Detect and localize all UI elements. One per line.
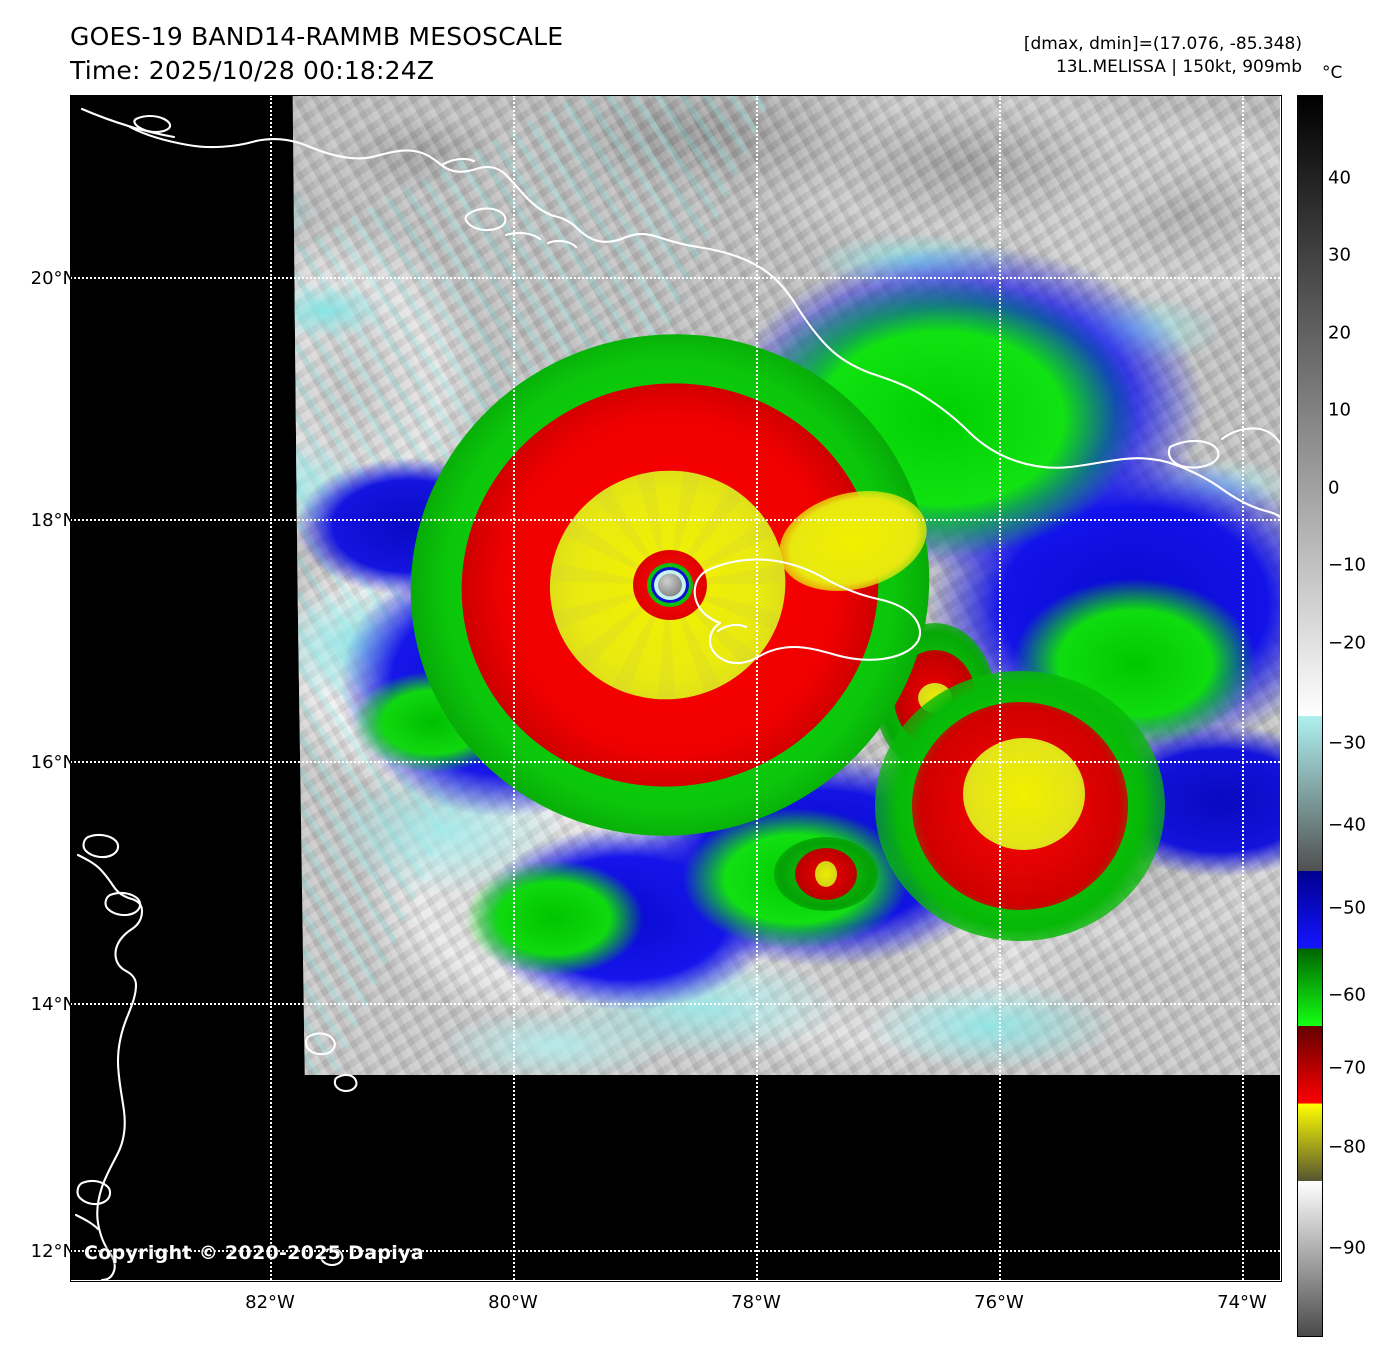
gridline-lon-74 [1242, 95, 1244, 1280]
cbar-tick-0: 0 [1328, 477, 1340, 499]
gridline-lat-18 [70, 519, 1280, 521]
cuba-north-coast [80, 107, 176, 139]
coast-inlet [74, 1213, 100, 1231]
temperature-colorbar [1297, 95, 1323, 1337]
cbar-tick-m70: −70 [1328, 1057, 1366, 1079]
metadata-block: [dmax, dmin]=(17.076, -85.348) 13L.MELIS… [1024, 33, 1302, 79]
lon-label-74w: 74°W [1217, 1292, 1267, 1313]
lon-label-78w: 78°W [731, 1292, 781, 1313]
lat-label-16n: 16°N [30, 752, 76, 773]
product-title: GOES-19 BAND14-RAMMB MESOSCALE [70, 22, 564, 51]
observation-time: Time: 2025/10/28 00:18:24Z [70, 56, 435, 85]
lat-label-18n: 18°N [30, 510, 76, 531]
cuba-bay [440, 157, 476, 167]
storm-info-readout: 13L.MELISSA | 150kt, 909mb [1055, 57, 1302, 77]
colorbar-unit-label: °C [1322, 63, 1343, 83]
lat-label-12n: 12°N [30, 1241, 76, 1262]
coastal-lagoon-south [76, 1179, 112, 1206]
colorbar-gradient [1298, 96, 1322, 1336]
cbar-tick-m50: −50 [1328, 897, 1366, 919]
lon-label-80w: 80°W [488, 1292, 538, 1313]
cbar-tick-40: 40 [1328, 167, 1351, 189]
gridline-lon-76 [999, 95, 1001, 1280]
cbar-tick-m80: −80 [1328, 1136, 1366, 1158]
cbar-tick-20: 20 [1328, 322, 1351, 344]
cbar-tick-m90: −90 [1328, 1237, 1366, 1259]
gridline-lat-14 [70, 1003, 1280, 1005]
cbar-tick-10: 10 [1328, 399, 1351, 421]
jamaica-coastline [693, 558, 922, 665]
island-sliver-a [504, 231, 542, 241]
gridline-lat-20 [70, 277, 1280, 279]
cbar-tick-m10: −10 [1328, 554, 1366, 576]
cbar-tick-30: 30 [1328, 244, 1351, 266]
cbar-tick-m40: −40 [1328, 814, 1366, 836]
cbar-tick-m30: −30 [1328, 732, 1366, 754]
cbar-tick-m20: −20 [1328, 632, 1366, 654]
lon-label-76w: 76°W [974, 1292, 1024, 1313]
gridline-lon-82 [270, 95, 272, 1280]
cluster-yellow-core [815, 861, 838, 888]
coastal-lagoon-mid [104, 891, 142, 917]
lat-label-20n: 20°N [30, 268, 76, 289]
lat-label-14n: 14°N [30, 994, 76, 1015]
gridline-lon-80 [513, 95, 515, 1280]
coastal-lagoon-north [82, 833, 120, 859]
dmax-dmin-readout: [dmax, dmin]=(17.076, -85.348) [1023, 34, 1302, 54]
cbar-tick-m60: −60 [1328, 984, 1366, 1006]
offshore-island-d [333, 1073, 358, 1093]
hispaniola-west-tip [1167, 439, 1220, 469]
gridline-lat-12 [70, 1250, 1280, 1252]
gridline-lon-78 [756, 95, 758, 1280]
small-island-north [464, 207, 507, 232]
cluster-yellow-core [962, 737, 1085, 850]
page-title: GOES-19 BAND14-RAMMB MESOSCALE Time: 202… [70, 20, 563, 88]
cuba-key [133, 114, 172, 134]
storm-eye [658, 573, 683, 597]
hispaniola-coastline [1220, 427, 1280, 445]
coastline-overlay [74, 107, 1280, 1280]
gridline-lat-16 [70, 761, 1280, 763]
central-america-coastline [76, 853, 144, 1280]
satellite-data-swath [292, 95, 1280, 1075]
lon-label-82w: 82°W [245, 1292, 295, 1313]
copyright-notice: Copyright © 2020-2025 Dapiya [84, 1242, 424, 1264]
cuba-coastline [128, 125, 1280, 519]
offshore-island-a [304, 1032, 336, 1056]
satellite-image-plot: Copyright © 2020-2025 Dapiya [70, 95, 1280, 1280]
island-sliver-b [546, 239, 578, 249]
jamaica-south-bay [716, 623, 748, 633]
